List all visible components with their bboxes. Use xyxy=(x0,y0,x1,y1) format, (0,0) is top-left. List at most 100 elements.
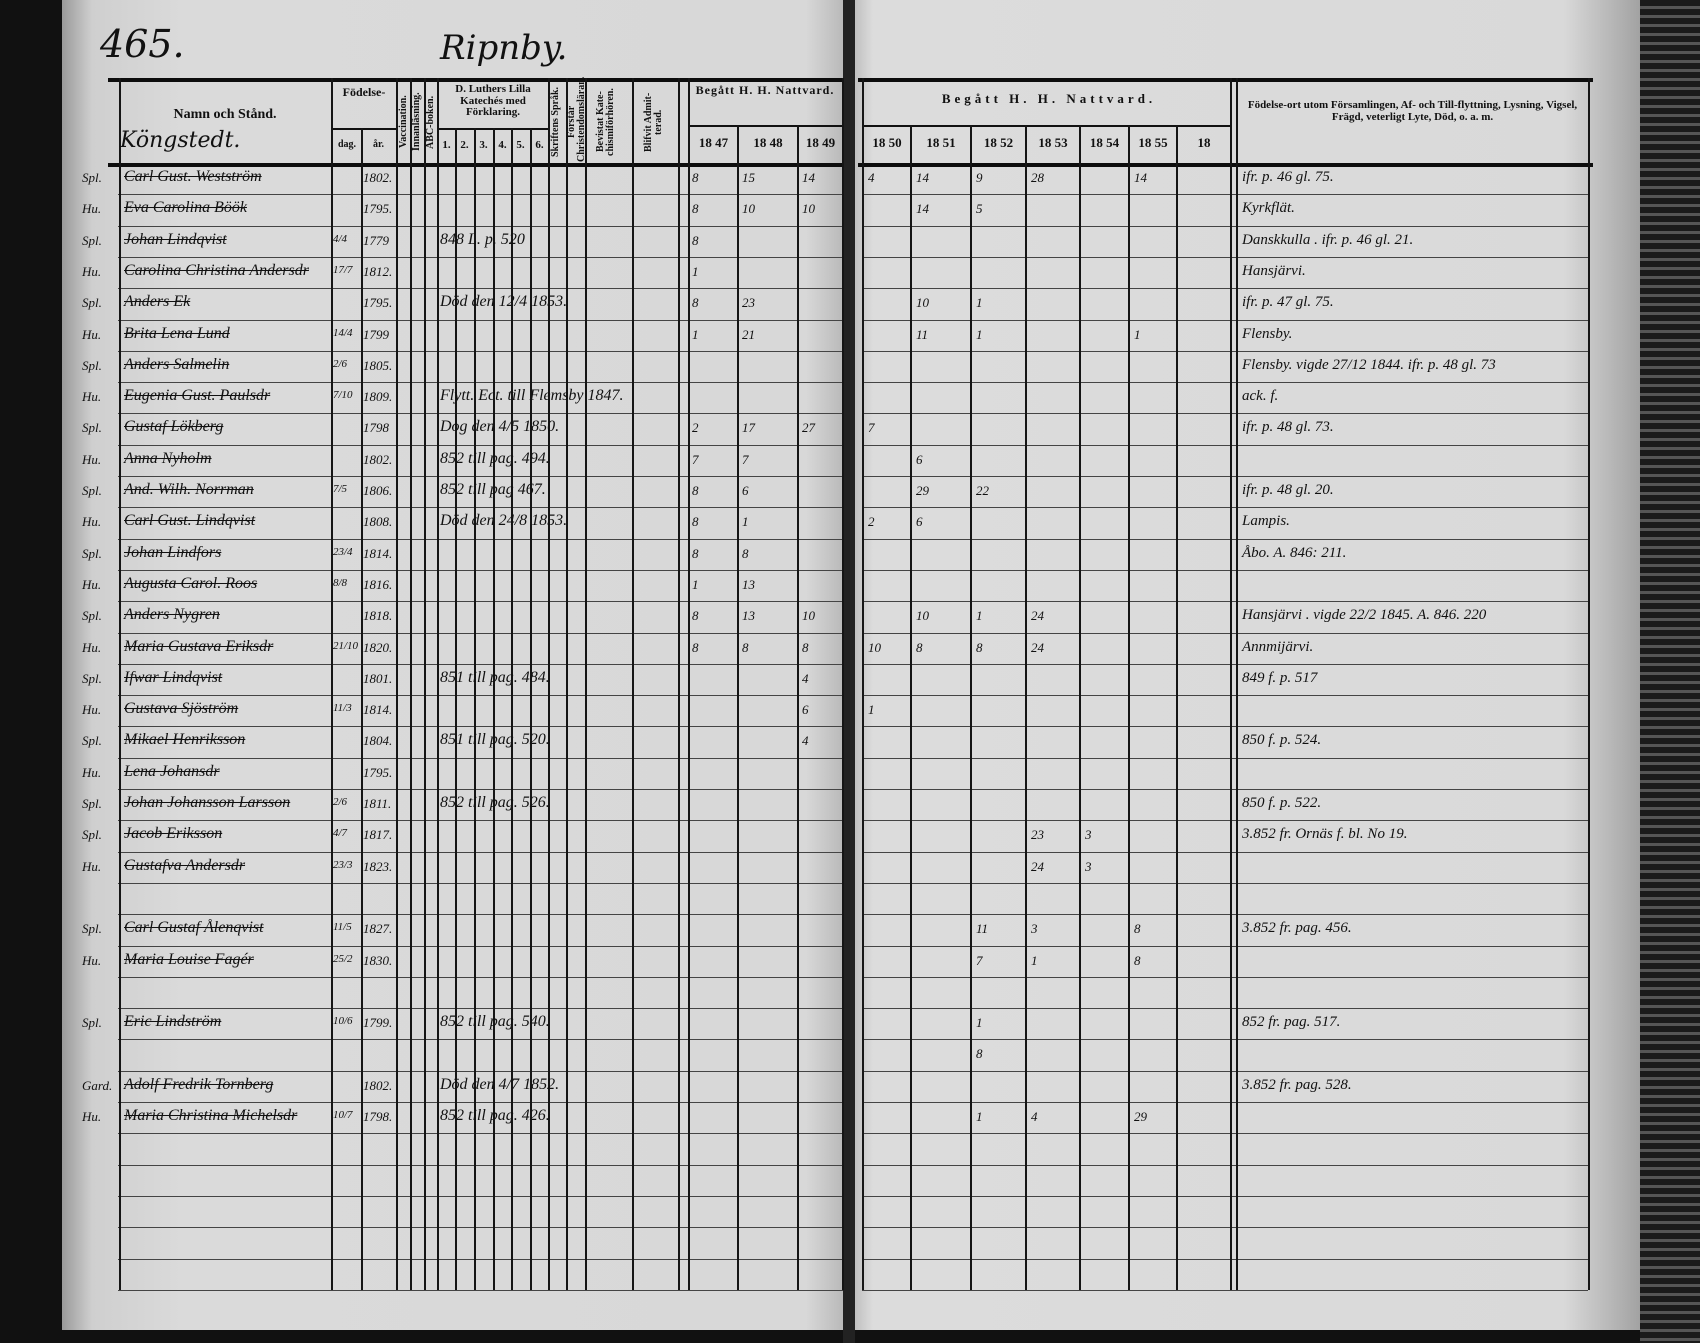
book-spine xyxy=(843,0,855,1343)
row-communion-mark: 8 xyxy=(976,639,983,655)
header-year-right: 18 51 xyxy=(926,135,956,150)
row-communion-mark: 1 xyxy=(1134,326,1141,342)
header-year-right: 18 54 xyxy=(1089,135,1120,150)
row-note: ifr. p. 46 gl. 75. xyxy=(1242,169,1334,185)
row-remark: Dog den 4/5 1850. xyxy=(440,418,560,436)
row-birth-year: 1795. xyxy=(363,295,393,311)
row-name: Maria Louise Fagér xyxy=(124,950,254,968)
row-communion-mark: 8 xyxy=(692,232,699,248)
row-rule xyxy=(862,789,1588,790)
row-communion-mark: 13 xyxy=(742,608,755,624)
row-name: Johan Johansson Larsson xyxy=(124,794,291,811)
row-rule xyxy=(862,976,1588,978)
row-communion-mark: 24 xyxy=(1031,608,1044,624)
row-rule xyxy=(862,601,1588,603)
column-line xyxy=(970,125,972,1290)
row-birth-year: 1812. xyxy=(363,263,393,279)
row-title: Hu. xyxy=(82,451,102,467)
row-title: Hu. xyxy=(82,326,102,342)
row-communion-mark: 10 xyxy=(916,608,929,624)
row-rule xyxy=(118,1008,843,1010)
row-rule xyxy=(118,538,843,540)
row-birth-day: 10/7 xyxy=(333,1109,353,1121)
row-note: 850 f. p. 524. xyxy=(1242,732,1322,749)
row-name: Anna Nyholm xyxy=(124,449,212,467)
row-communion-mark: 28 xyxy=(1031,170,1044,185)
row-rule xyxy=(862,882,1588,884)
row-communion-mark: 3 xyxy=(1085,827,1092,843)
row-birth-year: 1779 xyxy=(363,232,389,248)
row-communion-mark: 6 xyxy=(916,451,923,467)
row-note: ifr. p. 47 gl. 75. xyxy=(1242,294,1334,311)
column-line xyxy=(455,128,457,1290)
row-remark: Död den 4/7 1852. xyxy=(440,1075,560,1093)
row-communion-mark: 11 xyxy=(916,326,929,342)
row-communion-mark: 14 xyxy=(802,170,815,185)
row-communion-mark: 10 xyxy=(916,295,929,311)
row-birth-year: 1801. xyxy=(363,670,393,686)
row-birth-day: 7/10 xyxy=(333,389,353,402)
row-rule xyxy=(862,1070,1588,1072)
row-communion-mark: 8 xyxy=(692,639,699,655)
row-remark: 852 till pag. 526. xyxy=(440,794,550,811)
row-note: 852 fr. pag. 517. xyxy=(1242,1014,1341,1031)
row-rule xyxy=(118,914,843,916)
column-line xyxy=(678,78,680,1290)
row-communion-mark: 8 xyxy=(1134,952,1141,968)
row-communion-mark: 13 xyxy=(742,576,755,592)
subheader-rule xyxy=(437,128,548,130)
row-communion-mark: 8 xyxy=(692,545,699,561)
left-page xyxy=(62,0,845,1330)
row-rule xyxy=(118,288,843,290)
row-note: Annmijärvi. xyxy=(1242,638,1314,655)
row-rule xyxy=(862,726,1588,728)
row-name: Augusta Carol. Roos xyxy=(124,574,258,592)
row-communion-mark: 2 xyxy=(692,420,699,436)
row-rule xyxy=(118,1195,843,1197)
row-name: Johan Lindfors xyxy=(124,543,222,561)
row-rule xyxy=(118,194,843,196)
row-name: Lena Johansdr xyxy=(124,762,220,780)
column-line xyxy=(331,78,333,1290)
page-number: 465. xyxy=(100,22,185,66)
row-birth-year: 1820. xyxy=(363,639,393,655)
row-rule xyxy=(862,1008,1588,1010)
column-line xyxy=(396,78,398,1290)
row-communion-mark: 1 xyxy=(692,326,699,342)
row-birth-year: 1823. xyxy=(363,858,393,874)
column-line xyxy=(424,78,426,1290)
row-title: Spl. xyxy=(82,670,102,686)
row-title: Hu. xyxy=(82,639,102,655)
row-birth-year: 1809. xyxy=(363,389,393,405)
header-birth-year: år. xyxy=(372,139,385,150)
row-rule xyxy=(862,757,1588,759)
row-communion-mark: 8 xyxy=(1134,921,1141,937)
row-birth-year: 1827. xyxy=(363,921,393,937)
row-title: Spl. xyxy=(82,733,102,749)
row-birth-year: 1814. xyxy=(363,545,393,561)
row-note: Flensby. xyxy=(1242,325,1293,342)
row-remark: Död den 12/4 1853. xyxy=(440,293,568,311)
row-communion-mark: 7 xyxy=(742,451,749,467)
header-year-right: 18 50 xyxy=(872,135,902,150)
row-title: Hu. xyxy=(82,702,102,718)
row-communion-mark: 15 xyxy=(742,170,755,185)
row-name: Gustafva Andersdr xyxy=(124,856,246,874)
column-line xyxy=(410,78,412,1290)
header-top-rule xyxy=(108,78,843,82)
row-rule xyxy=(118,444,843,446)
row-note: Flensby. vigde 27/12 1844. ifr. p. 48 gl… xyxy=(1242,356,1496,373)
row-title: Spl. xyxy=(82,420,102,436)
row-name: Anders Nygren xyxy=(124,606,220,624)
row-rule xyxy=(118,663,843,665)
row-rule xyxy=(118,851,843,853)
row-birth-day: 17/7 xyxy=(333,263,353,276)
header-catechism-part: 3. xyxy=(479,139,488,151)
row-birth-year: 1806. xyxy=(363,483,393,498)
header-communion-left: Begått H. H. Nattvard. xyxy=(695,83,835,97)
row-name: Gustaf Lökberg xyxy=(124,418,224,436)
row-rule xyxy=(118,1070,843,1072)
row-note: ifr. p. 48 gl. 20. xyxy=(1242,482,1334,498)
column-line xyxy=(1588,78,1590,1290)
header-birth-day: dag. xyxy=(337,139,357,150)
